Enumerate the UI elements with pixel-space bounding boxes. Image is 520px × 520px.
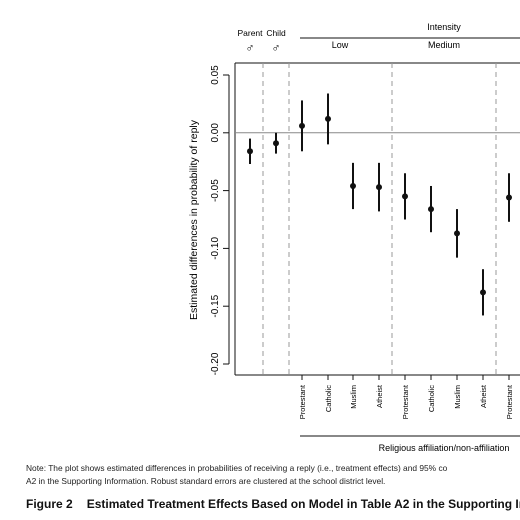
x-tick-label: Muslim	[349, 385, 358, 409]
x-tick-label: Protestant	[505, 384, 514, 419]
y-tick-label: -0.10	[210, 237, 221, 260]
parent-label: Parent	[237, 28, 263, 38]
point-estimate	[299, 122, 305, 129]
point-estimate	[402, 193, 408, 200]
figure-note: Note: The plot shows estimated differenc…	[26, 462, 520, 487]
point-estimate	[428, 206, 434, 213]
point-estimate	[273, 140, 279, 147]
y-tick-label: 0.00	[210, 123, 221, 143]
point-estimate	[480, 289, 486, 296]
x-tick-label: Muslim	[453, 385, 462, 409]
y-tick-label: -0.15	[210, 294, 221, 317]
y-tick-label: -0.20	[210, 352, 221, 375]
point-estimate	[454, 230, 460, 237]
point-estimate	[376, 184, 382, 191]
medium-label: Medium	[428, 40, 460, 50]
point-estimate	[325, 115, 331, 122]
figure-title: Estimated Treatment Effects Based on Mod…	[86, 497, 520, 511]
low-label: Low	[332, 40, 349, 50]
note-line-2: A2 in the Supporting Information. Robust…	[26, 475, 386, 486]
plot-area: Protestant Catholic Muslim Atheist Protestan…	[234, 62, 520, 419]
point-estimate	[247, 148, 253, 155]
y-tick-label: 0.05	[210, 65, 221, 85]
x-tick-label: Atheist	[375, 384, 384, 408]
point-estimate	[506, 194, 512, 201]
child-label: Child	[266, 28, 286, 38]
parent-male-symbol: ♂	[246, 41, 255, 55]
y-axis-label: Estimated differences in probability of …	[188, 119, 200, 320]
figure-number: Figure 2	[26, 497, 73, 511]
y-axis: 0.05 0.00 -0.05 -0.10 -0.15 -0.20	[210, 65, 230, 375]
point-estimate	[350, 182, 356, 189]
note-line-1: Note: The plot shows estimated differenc…	[26, 463, 448, 473]
intensity-label: Intensity	[427, 22, 461, 32]
affiliation-label: Religious affiliation/non-affiliation	[379, 443, 510, 453]
y-tick-label: -0.05	[210, 179, 221, 202]
treatment-effects-chart: Estimated differences in probability of …	[188, 22, 520, 453]
x-tick-label: Protestant	[298, 384, 307, 419]
x-tick-label: Catholic	[427, 385, 436, 412]
figure-caption: Figure 2 Estimated Treatment Effects Base…	[26, 497, 520, 511]
x-tick-label: Catholic	[324, 385, 333, 412]
child-male-symbol: ♂	[272, 41, 281, 55]
x-tick-label: Atheist	[479, 384, 488, 408]
x-tick-label: Protestant	[401, 384, 410, 419]
